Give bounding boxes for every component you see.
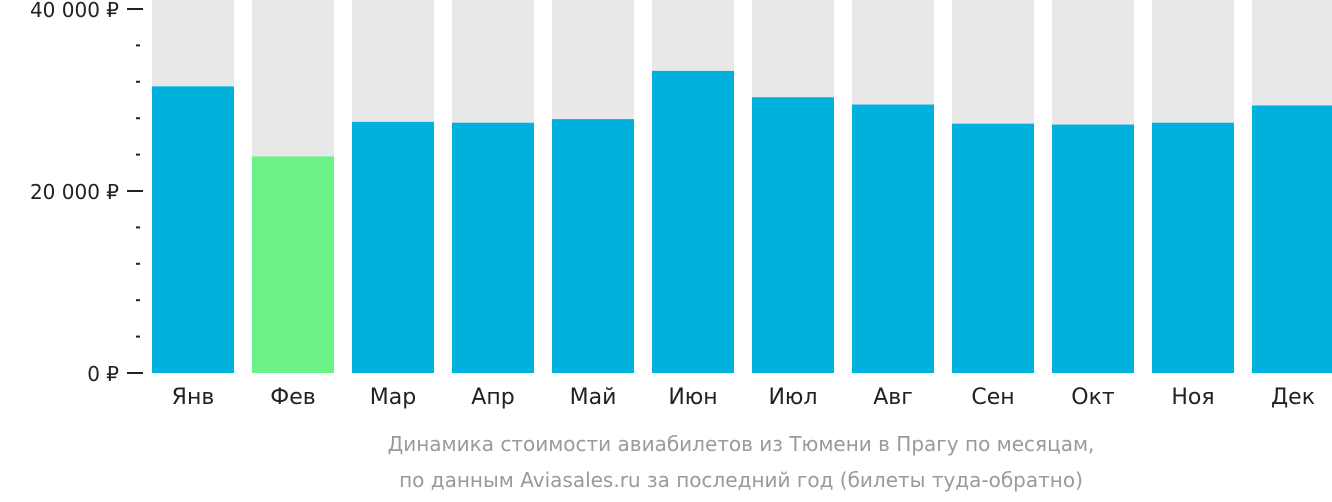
bar-3 [352,121,434,373]
caption-line-1: Динамика стоимости авиабилетов из Тюмени… [387,432,1095,456]
x-tick-label-3: Мар [370,385,416,410]
bar-6 [652,70,734,373]
bars-group [152,0,1332,374]
x-tick-label-1: Янв [172,385,215,410]
bar-4 [452,122,534,373]
bar-10 [1052,124,1134,373]
x-tick-label-5: Май [570,385,617,410]
x-tick-label-9: Сен [971,385,1014,410]
x-tick-label-6: Июн [668,385,717,410]
caption-line-2: по данным Aviasales.ru за последний год … [399,468,1083,492]
x-tick-label-2: Фев [270,385,315,410]
y-tick-label-2: 20 000 ₽ [30,180,119,204]
y-tick-label-1: 0 ₽ [87,362,119,386]
bar-7 [752,97,834,374]
x-tick-label-12: Дек [1271,385,1315,410]
bar-11 [1152,122,1234,373]
bar-2 [252,156,334,373]
bar-5 [552,119,634,373]
bar-12 [1252,105,1332,374]
bar-chart-svg: Янв Фев Мар Апр Май Июн Июл Авг Сен Окт Ноя Дек 0 ₽ 2… [30,0,1332,410]
x-tick-label-11: Ноя [1171,385,1214,410]
x-tick-label-4: Апр [471,385,514,410]
x-tick-label-7: Июл [768,385,817,410]
chart-caption: Динамика стоимости авиабилетов из Тюмени… [150,426,1332,498]
bar-8 [852,104,934,374]
bar-9 [952,123,1034,373]
y-tick-label-3: 40 000 ₽ [30,0,119,22]
bar-1 [152,86,234,373]
x-tick-label-8: Авг [873,385,913,410]
x-tick-label-10: Окт [1071,385,1115,410]
